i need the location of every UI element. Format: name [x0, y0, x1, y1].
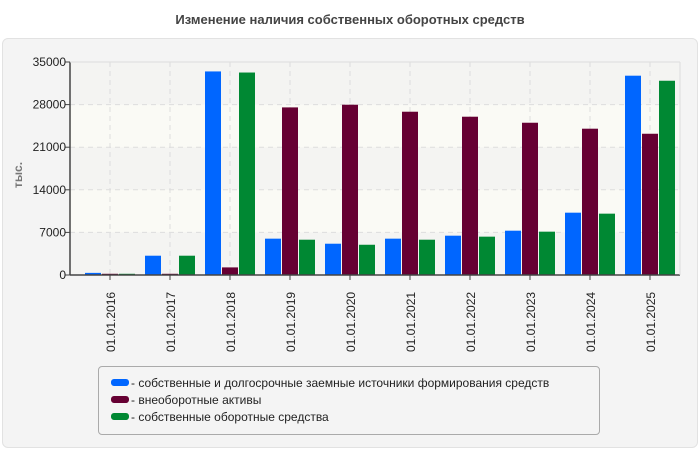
bar	[582, 128, 598, 275]
y-tick-label: 14000	[33, 183, 67, 197]
bar	[342, 104, 358, 276]
legend-item: - внеоборотные активы	[111, 393, 261, 407]
plot-band	[70, 62, 680, 105]
chart-title: Изменение наличия собственных оборотных …	[175, 12, 525, 27]
bar	[505, 230, 521, 275]
bar	[385, 238, 401, 275]
x-tick-label: 01.01.2017	[164, 292, 178, 352]
bar	[642, 133, 658, 275]
x-tick-label: 01.01.2025	[644, 292, 658, 352]
bar	[325, 243, 341, 275]
bar	[659, 80, 675, 275]
legend-swatch	[111, 396, 129, 403]
bar	[522, 122, 538, 275]
y-tick-label: 0	[59, 268, 66, 282]
bar	[565, 212, 581, 275]
bar	[359, 244, 375, 275]
bar	[239, 72, 255, 275]
x-tick-label: 01.01.2019	[284, 292, 298, 352]
bar	[462, 116, 478, 275]
bar	[539, 231, 555, 275]
legend-item: - собственные оборотные средства	[111, 410, 329, 424]
bar	[222, 267, 238, 275]
x-tick-label: 01.01.2018	[224, 292, 238, 352]
bar	[265, 238, 281, 275]
x-tick-label: 01.01.2020	[344, 292, 358, 352]
x-tick-label: 01.01.2022	[464, 292, 478, 352]
bar	[145, 255, 161, 275]
bar	[205, 71, 221, 275]
bar	[479, 236, 495, 275]
bar	[445, 235, 461, 275]
bar	[419, 239, 435, 275]
x-tick-label: 01.01.2021	[404, 292, 418, 352]
bar	[625, 75, 641, 275]
bar	[402, 111, 418, 276]
bar	[299, 239, 315, 275]
x-tick-label: 01.01.2024	[584, 292, 598, 352]
bar	[282, 107, 298, 275]
legend-label: - собственные оборотные средства	[131, 410, 329, 424]
y-tick-label: 21000	[33, 140, 67, 154]
y-axis-label: тыс.	[11, 162, 25, 188]
y-tick-label: 28000	[33, 98, 67, 112]
y-tick-label: 7000	[39, 225, 66, 239]
bar	[179, 255, 195, 275]
legend: - собственные и долгосрочные заемные ист…	[98, 366, 600, 435]
legend-item: - собственные и долгосрочные заемные ист…	[111, 376, 549, 390]
x-tick-label: 01.01.2023	[524, 292, 538, 352]
y-tick-label: 35000	[33, 55, 67, 69]
x-tick-label: 01.01.2016	[104, 292, 118, 352]
legend-swatch	[111, 413, 129, 420]
bar	[599, 213, 615, 275]
legend-label: - собственные и долгосрочные заемные ист…	[131, 376, 550, 390]
plot-band	[70, 147, 680, 190]
bar	[85, 272, 101, 275]
legend-swatch	[111, 379, 129, 386]
legend-label: - внеоборотные активы	[131, 393, 262, 407]
